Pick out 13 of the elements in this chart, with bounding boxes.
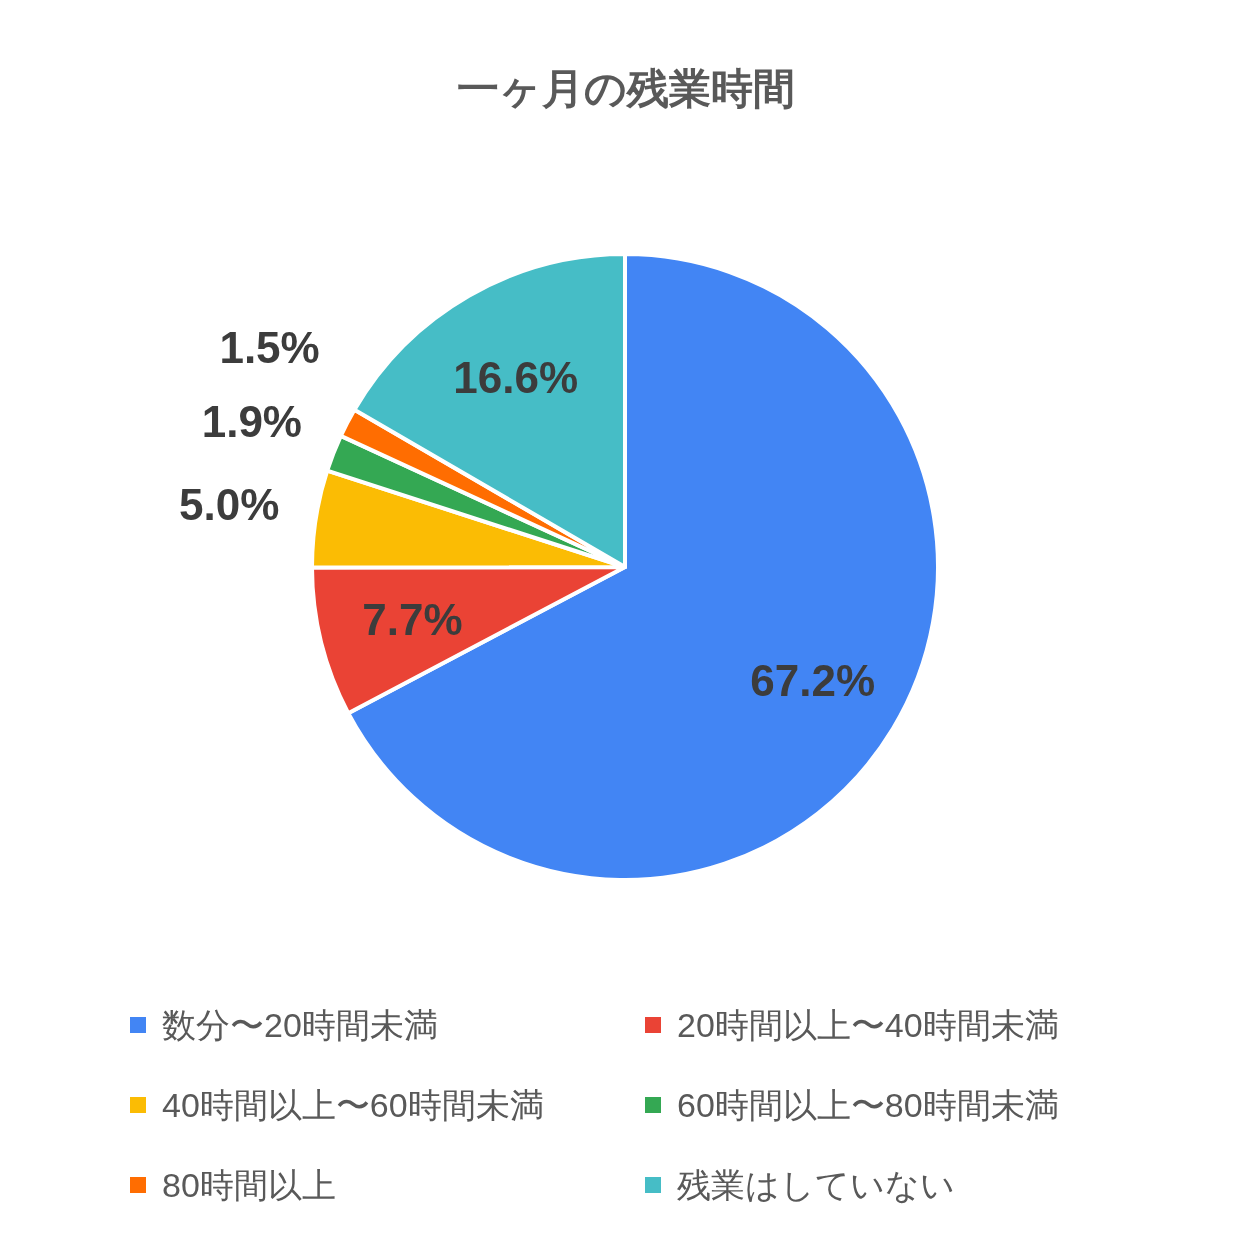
legend-label: 60時間以上〜80時間未満 (677, 1086, 1059, 1124)
legend-label: 20時間以上〜40時間未満 (677, 1006, 1059, 1044)
legend-label: 数分〜20時間未満 (162, 1006, 438, 1044)
chart-title: 一ヶ月の残業時間 (456, 64, 795, 112)
legend-label: 残業はしていない (677, 1166, 955, 1204)
data-label: 67.2% (750, 655, 876, 705)
data-label: 1.9% (201, 396, 303, 446)
data-label: 7.7% (362, 595, 463, 645)
legend-label: 80時間以上 (162, 1166, 336, 1204)
data-label: 16.6% (453, 352, 579, 402)
legend-label: 40時間以上〜60時間未満 (162, 1086, 544, 1124)
data-label: 1.5% (219, 322, 320, 372)
data-label: 5.0% (179, 480, 280, 530)
